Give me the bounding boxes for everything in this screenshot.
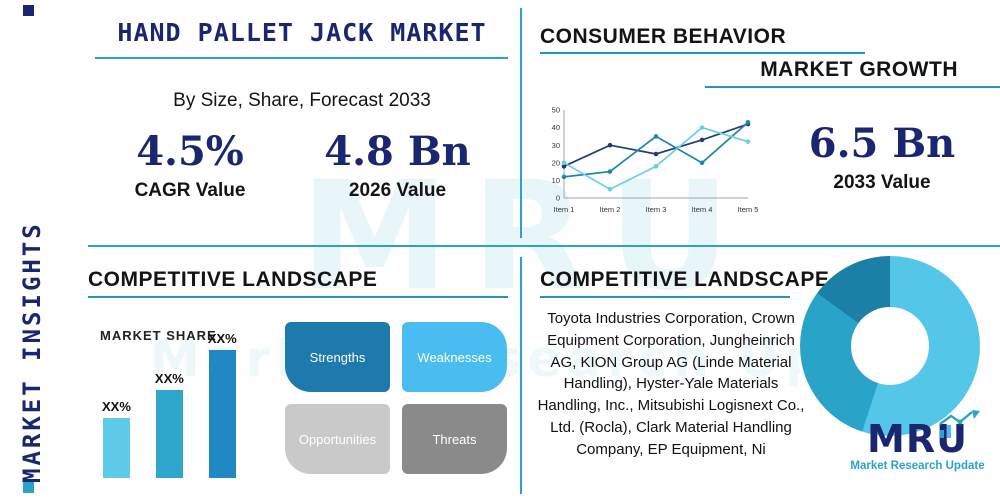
bar-rect	[208, 350, 236, 478]
sidebar-vertical-title: MARKET INSIGHTS	[18, 221, 46, 483]
underline-competitive-landscape-left	[88, 296, 508, 298]
underline-competitive-landscape-right	[540, 296, 790, 298]
stat-2033-value: 6.5 Bn 2033 Value	[792, 122, 972, 194]
title-underline	[95, 57, 508, 59]
svg-text:Item 5: Item 5	[738, 205, 758, 214]
svg-text:10: 10	[552, 176, 560, 185]
heading-competitive-landscape-right: COMPETITIVE LANDSCAPE	[540, 268, 830, 291]
donut-hole	[851, 307, 929, 385]
divider-vertical-bottom	[520, 257, 522, 494]
bar-value-label: XX%	[102, 399, 131, 414]
label-2033: 2033 Value	[833, 172, 931, 193]
svg-text:Item 4: Item 4	[692, 205, 713, 214]
bar-value-label: XX%	[207, 331, 237, 346]
svg-text:Item 1: Item 1	[554, 205, 575, 214]
heading-competitive-landscape-left: COMPETITIVE LANDSCAPE	[88, 268, 378, 291]
svg-text:Item 2: Item 2	[600, 205, 621, 214]
consumer-line-chart: 0 10 20 30 40 50 Item 1 Item 2 Item 3 Item 4 Item …	[540, 102, 759, 220]
divider-vertical-top	[520, 8, 522, 238]
market-share-title: MARKET SHARE	[100, 328, 217, 343]
logo-graph-icon	[939, 410, 980, 438]
market-share-bar: XX%	[102, 399, 131, 478]
market-share-bars: XX% XX% XX%	[102, 331, 267, 478]
decor-square-bottom	[23, 482, 34, 493]
bar-value-label: XX%	[154, 371, 184, 386]
value-2026: 4.8 Bn	[324, 128, 471, 175]
line-chart-svg: 0 10 20 30 40 50 Item 1 Item 2 Item 3 Item 4 Item …	[552, 106, 759, 214]
value-2033: 6.5 Bn	[808, 120, 956, 167]
page-title: HAND PALLET JACK MARKET	[117, 18, 487, 47]
brand-logo: MRU Market Research Update	[840, 410, 995, 472]
svg-text:40: 40	[552, 123, 560, 132]
bar-rect	[155, 390, 183, 478]
swot-threats: Threats	[402, 404, 507, 474]
heading-market-growth: MARKET GROWTH	[760, 58, 958, 81]
swot-weaknesses: Weaknesses	[402, 322, 507, 392]
market-share-bar: XX%	[208, 331, 237, 478]
divider-horizontal	[88, 245, 1000, 247]
companies-list: Toyota Industries Corporation, Crown Equ…	[537, 310, 805, 458]
logo-tagline: Market Research Update	[850, 460, 985, 472]
underline-consumer-behavior	[540, 52, 865, 54]
label-2026: 2026 Value	[348, 180, 447, 201]
page-subtitle: By Size, Share, Forecast 2033	[173, 90, 431, 111]
watermark-logo: MRU	[300, 150, 753, 324]
cagr-value: 4.5%	[136, 128, 244, 175]
stat-cagr: 4.5% CAGR Value	[105, 130, 275, 202]
svg-text:50: 50	[552, 106, 560, 115]
cagr-label: CAGR Value	[134, 180, 246, 201]
svg-text:0: 0	[556, 194, 560, 203]
bar-rect	[102, 418, 130, 478]
swot-grid: Strengths Weaknesses Opportunities Threa…	[285, 322, 507, 474]
market-share-bar: XX%	[155, 371, 184, 478]
underline-market-growth	[705, 86, 1000, 88]
decor-square-top	[23, 5, 34, 16]
svg-text:30: 30	[552, 141, 560, 150]
svg-text:20: 20	[552, 158, 560, 167]
svg-text:Item 3: Item 3	[646, 205, 667, 214]
swot-opportunities: Opportunities	[285, 404, 390, 474]
swot-strengths: Strengths	[285, 322, 390, 392]
stat-2026-value: 4.8 Bn 2026 Value	[310, 130, 485, 202]
heading-consumer-behavior: CONSUMER BEHAVIOR	[540, 25, 787, 48]
donut-chart	[800, 256, 980, 436]
